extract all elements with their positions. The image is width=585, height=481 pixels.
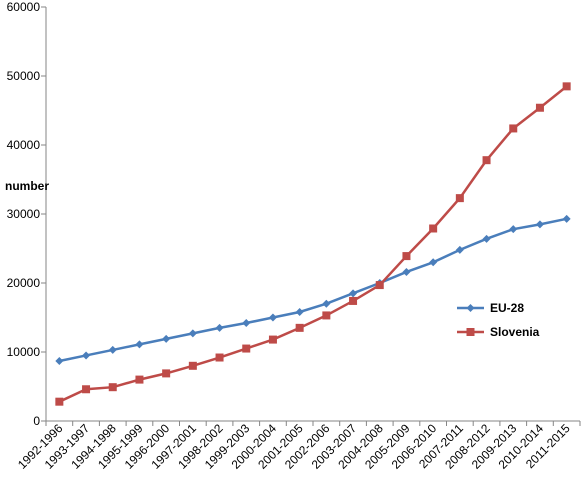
y-tick-label: 50000 — [7, 69, 41, 83]
data-point — [55, 356, 64, 365]
y-tick-label: 30000 — [7, 207, 41, 221]
data-point — [402, 267, 411, 276]
legend-marker — [466, 328, 475, 336]
chart-series — [55, 82, 571, 406]
y-tick-label: 40000 — [7, 138, 41, 152]
data-point — [215, 323, 224, 332]
data-point — [482, 234, 491, 243]
series-line — [58, 85, 568, 403]
data-point — [295, 323, 304, 332]
legend-marker — [466, 304, 475, 312]
data-point — [402, 252, 411, 261]
data-point — [242, 344, 251, 353]
series-slovenia — [55, 82, 571, 406]
data-point — [242, 319, 251, 328]
data-point — [455, 194, 464, 203]
series-eu-28 — [55, 214, 571, 365]
data-point — [188, 329, 197, 338]
data-point — [562, 214, 571, 223]
data-point — [455, 245, 464, 254]
legend-label: Slovenia — [490, 325, 540, 339]
data-point — [215, 353, 224, 362]
x-axis-ticks: 1992-19961993-19971994-19981995-19991996… — [15, 421, 581, 472]
data-point — [82, 385, 91, 394]
y-axis-label: number — [5, 179, 49, 193]
series-line — [59, 217, 567, 363]
data-point — [162, 369, 171, 378]
data-point — [268, 313, 277, 322]
data-point — [82, 351, 91, 360]
y-axis-ticks: 0 10000 20000 30000 40000 50000 60000 — [7, 0, 46, 428]
data-point — [349, 296, 358, 305]
y-tick-label: 10000 — [7, 345, 41, 359]
data-point — [135, 375, 144, 384]
data-point — [322, 299, 331, 308]
legend-label: EU-28 — [490, 301, 524, 315]
data-point — [55, 397, 64, 406]
data-point — [509, 124, 518, 133]
data-point — [535, 103, 544, 112]
data-point — [108, 383, 117, 392]
data-point — [108, 345, 117, 354]
data-point — [349, 289, 358, 298]
data-point — [135, 340, 144, 349]
data-point — [429, 258, 438, 267]
chart-axes — [45, 7, 580, 422]
data-point — [509, 225, 518, 234]
data-point — [429, 224, 438, 233]
data-point — [535, 220, 544, 229]
data-point — [482, 156, 491, 165]
data-point — [562, 82, 571, 91]
y-tick-label: 20000 — [7, 276, 41, 290]
data-point — [322, 311, 331, 320]
data-point — [188, 361, 197, 370]
chart-legend: EU-28 Slovenia — [457, 301, 540, 339]
y-tick-label: 60000 — [7, 0, 41, 14]
data-point — [268, 335, 277, 344]
data-point — [162, 334, 171, 343]
data-point — [295, 307, 304, 316]
y-tick-label: 0 — [33, 414, 40, 428]
data-point — [375, 281, 384, 290]
